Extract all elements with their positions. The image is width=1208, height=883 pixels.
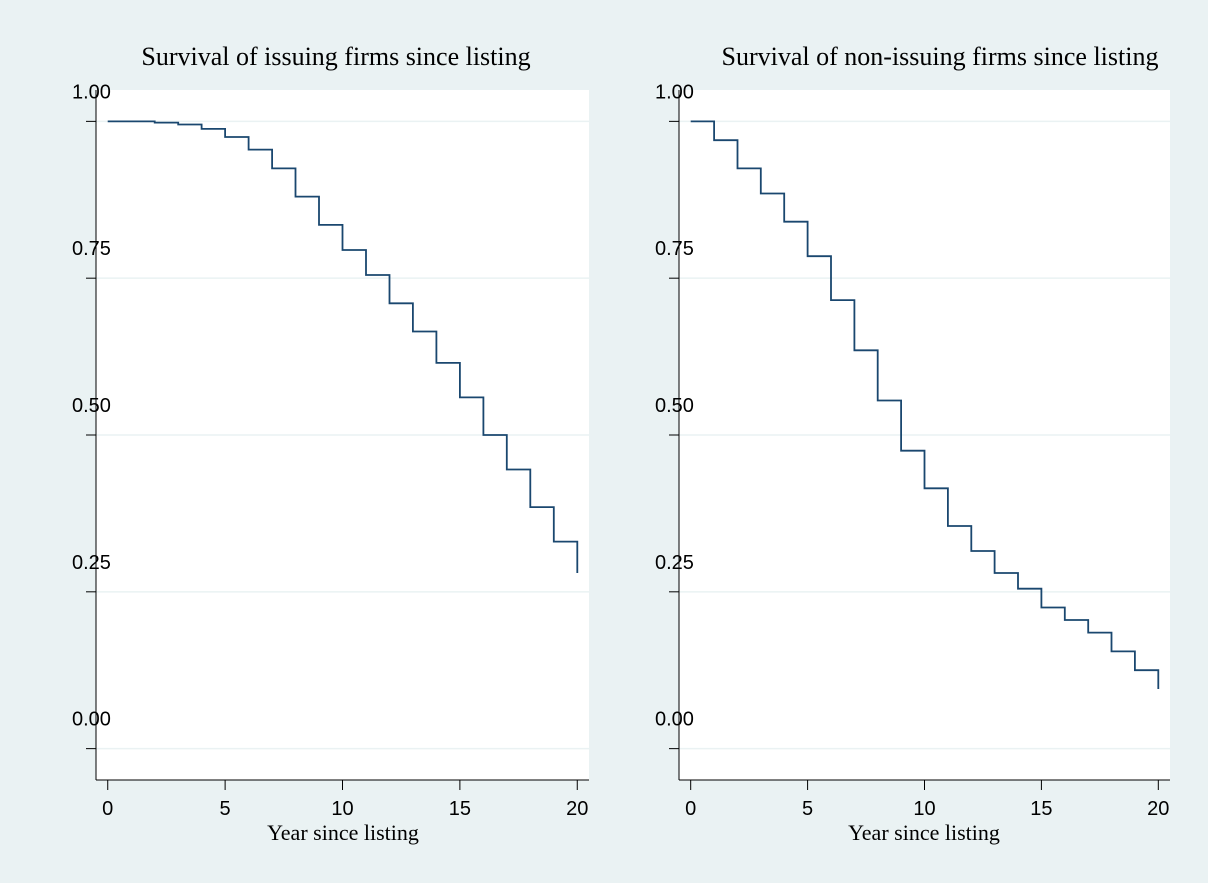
x-tick-label-issuing: 0 (102, 798, 113, 820)
y-tick-label-issuing: 1.00 (72, 81, 111, 103)
x-tick-label-non-issuing: 20 (1147, 798, 1169, 820)
x-tick-label-issuing: 15 (449, 798, 471, 820)
y-tick-label-non-issuing: 0.50 (655, 395, 694, 417)
chart-title-issuing: Survival of issuing firms since listing (141, 42, 530, 71)
y-tick-label-issuing: 0.00 (72, 709, 111, 731)
x-tick-label-issuing: 20 (566, 798, 588, 820)
panel-non-issuing: 0.00 0.25 0.50 0.75 1.00 0 5 10 15 20 Survival of… (655, 42, 1170, 845)
x-tick-label-non-issuing: 10 (913, 798, 935, 820)
gridlines-non-issuing (679, 120, 1170, 750)
chart-title-non-issuing: Survival of non-issuing firms since list… (722, 42, 1159, 71)
ticks-issuing: 0.00 0.25 0.50 0.75 1.00 0 5 10 15 20 (72, 81, 588, 820)
survival-curve-issuing (107, 120, 579, 573)
x-tick-label-issuing: 5 (220, 798, 231, 820)
ticks-non-issuing: 0.00 0.25 0.50 0.75 1.00 0 5 10 15 20 (655, 81, 1169, 820)
y-tick-label-issuing: 0.75 (72, 238, 111, 260)
x-axis-label-non-issuing: Year since listing (848, 820, 1000, 845)
survival-curve-non-issuing (690, 120, 1160, 689)
x-tick-label-non-issuing: 15 (1030, 798, 1052, 820)
y-tick-label-non-issuing: 0.00 (655, 709, 694, 731)
x-axis-label-issuing: Year since listing (267, 820, 419, 845)
x-tick-label-issuing: 10 (331, 798, 353, 820)
y-tick-label-non-issuing: 0.25 (655, 552, 694, 574)
y-tick-label-non-issuing: 0.75 (655, 238, 694, 260)
y-tick-label-issuing: 0.50 (72, 395, 111, 417)
y-tick-label-issuing: 0.25 (72, 552, 111, 574)
x-tick-label-non-issuing: 0 (685, 798, 696, 820)
y-tick-label-non-issuing: 1.00 (655, 81, 694, 103)
panel-issuing: 0.00 0.25 0.50 0.75 1.00 0 5 10 15 20 Survival of… (72, 42, 589, 845)
x-tick-label-non-issuing: 5 (802, 798, 813, 820)
